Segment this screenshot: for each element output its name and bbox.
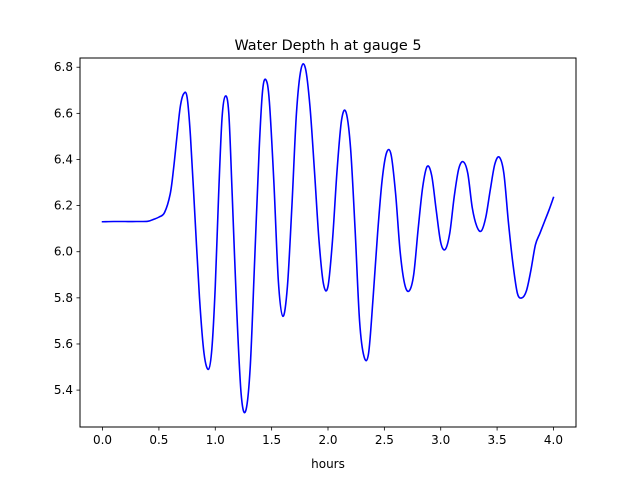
x-tick-label: 0.0 [93, 433, 112, 447]
y-tick-label: 6.2 [54, 199, 73, 213]
y-tick-label: 6.0 [54, 245, 73, 259]
x-tick-label: 2.5 [375, 433, 394, 447]
series-line [101, 63, 555, 414]
plot-area [80, 58, 576, 427]
y-tick-label: 6.8 [54, 60, 73, 74]
y-tick-label: 6.4 [54, 152, 73, 166]
x-axis-label: hours [311, 457, 345, 471]
y-tick-label: 5.4 [54, 383, 73, 397]
y-tick-label: 5.8 [54, 291, 73, 305]
x-tick-label: 3.5 [488, 433, 507, 447]
series-layer [101, 63, 555, 414]
y-axis: 5.4 5.6 5.8 6.0 6.2 6.4 6.6 6.8 [54, 60, 80, 397]
x-tick-label: 0.5 [149, 433, 168, 447]
x-tick-label: 1.5 [262, 433, 281, 447]
x-tick-label: 2.0 [318, 433, 337, 447]
x-axis: 0.0 0.5 1.0 1.5 2.0 2.5 3.0 3.5 4.0 [93, 427, 563, 447]
x-tick-label: 4.0 [544, 433, 563, 447]
y-tick-label: 5.6 [54, 337, 73, 351]
x-tick-label: 1.0 [206, 433, 225, 447]
chart-title: Water Depth h at gauge 5 [234, 38, 421, 54]
plot-frame [79, 57, 577, 428]
x-tick-label: 3.0 [431, 433, 450, 447]
y-tick-label: 6.6 [54, 106, 73, 120]
